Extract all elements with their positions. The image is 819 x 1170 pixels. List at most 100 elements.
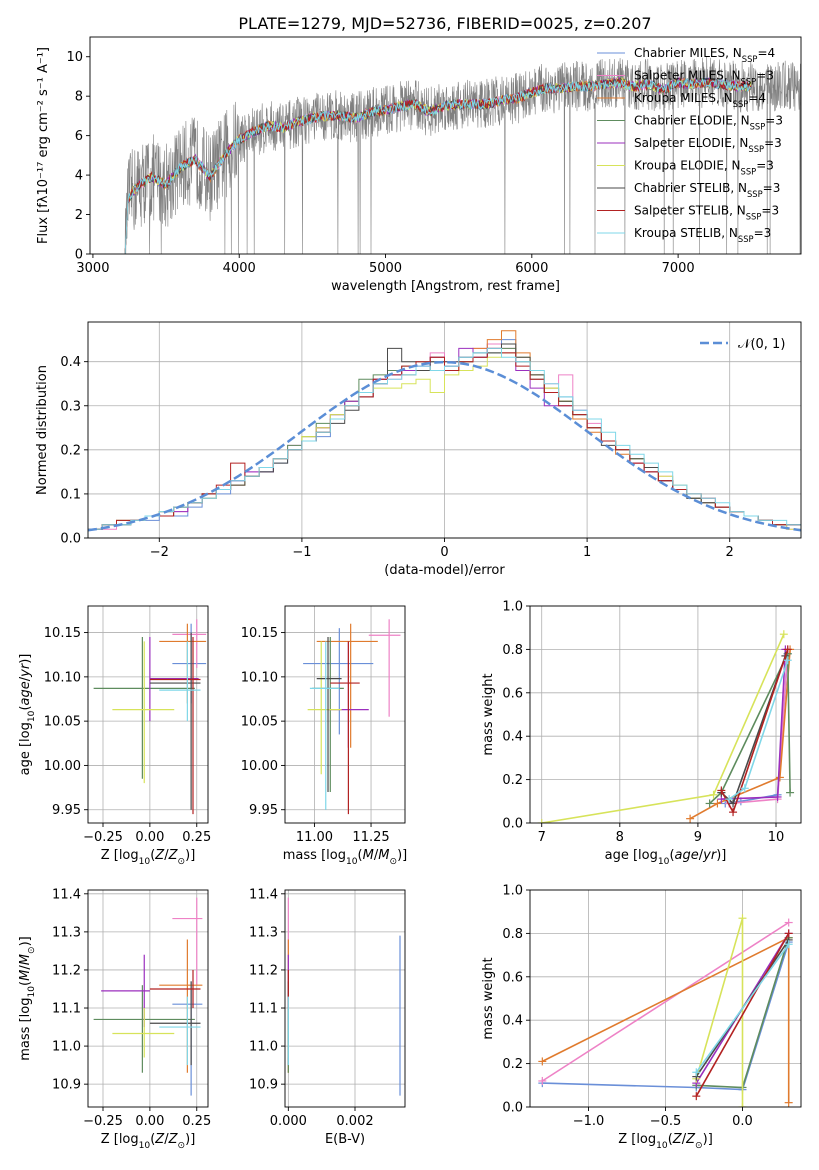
plus-marker	[783, 645, 792, 654]
plot-area-spectrum	[124, 56, 801, 254]
legend-label: Chabrier STELIB, NSSP=3	[634, 181, 780, 199]
x-tick-label: 0.0	[732, 1114, 753, 1129]
weight-line-0	[542, 941, 790, 1091]
y-tick-label: 10	[66, 50, 83, 65]
x-tick-label: 1	[583, 545, 591, 560]
x-tick-label: 11.00	[296, 830, 333, 845]
legend-label: Salpeter ELODIE, NSSP=3	[634, 136, 782, 154]
plus-marker	[738, 1103, 747, 1107]
y-tick-label: 6	[75, 129, 83, 144]
histogram-step-8	[88, 347, 801, 538]
x-tick-label: 11.25	[352, 830, 389, 845]
errorbar-point	[149, 632, 201, 810]
errorbar-point	[303, 628, 374, 735]
weight-line-8	[695, 943, 790, 1073]
y-tick-label: 11.1	[52, 1002, 81, 1017]
x-axis-label: Z [log10(Z/Z⊙)]	[618, 1132, 713, 1151]
y-tick-label: 11.1	[249, 1002, 278, 1017]
y-axis-label: Flux [fλ10⁻¹⁷ erg cm⁻² s⁻¹ A⁻¹]	[36, 47, 51, 244]
panel-weight_vs_age: 7 8 9 10 0.0 0.2 0.4 0.6 0.8 1.0 age [log10(age/yr…	[481, 600, 802, 867]
legend-label: Kroupa STELIB, NSSP=3	[634, 226, 771, 244]
y-tick-label: 11.4	[52, 887, 81, 902]
x-axis-label: wavelength [Angstrom, rest frame]	[331, 279, 560, 294]
plus-marker	[786, 788, 795, 797]
x-tick-label: −1.0	[573, 1114, 605, 1129]
x-axis-label: E(B-V)	[325, 1132, 365, 1147]
x-tick-label: 2	[726, 545, 734, 560]
grid-age_vs_mass	[285, 606, 405, 823]
errorbar-point	[330, 641, 360, 815]
x-tick-label: 3000	[76, 261, 109, 276]
axes-frame	[284, 605, 406, 824]
errorbar-point	[149, 981, 201, 1066]
x-tick-label: 4000	[223, 261, 256, 276]
x-tick-label: 8	[616, 830, 624, 845]
panel-weight_vs_Z: −1.0 −0.5 0.0 0.0 0.2 0.4 0.6 0.8 1.0 Z [log10(Z/…	[481, 884, 802, 1151]
grid-mass_vs_Z	[88, 890, 208, 1107]
panel-age_vs_mass: 11.00 11.25 9.95 10.00 10.05 10.10 10.15 mass […	[241, 605, 407, 867]
y-tick-label: 10.9	[52, 1078, 81, 1093]
y-tick-label: 10.00	[44, 759, 81, 774]
x-tick-label: 0.000	[270, 1114, 307, 1129]
x-tick-label: 10	[768, 830, 785, 845]
y-axis-label: Normed distribution	[35, 365, 50, 495]
y-tick-label: 11.2	[52, 963, 81, 978]
plus-marker	[692, 1068, 701, 1077]
plot-area-weight_vs_age	[537, 630, 795, 823]
plus-marker	[692, 1092, 701, 1101]
y-tick-label: 0.2	[60, 443, 81, 458]
plot-area-age_vs_mass	[303, 619, 401, 815]
legend-label: Salpeter MILES, NSSP=3	[634, 69, 774, 87]
y-tick-label: 0.0	[502, 817, 523, 832]
x-tick-label: 0.25	[182, 1114, 211, 1129]
observed-spectrum-line	[124, 56, 801, 254]
model-spectrum-line-7	[124, 77, 752, 254]
x-tick-label: 7000	[662, 261, 695, 276]
plus-marker	[725, 795, 734, 804]
x-tick-label: 0.00	[135, 830, 164, 845]
x-axis-label: Z [log10(Z/Z⊙)]	[101, 848, 196, 867]
y-tick-label: 0.8	[502, 927, 523, 942]
errorbar-point	[149, 969, 201, 1009]
plus-marker	[784, 1098, 793, 1107]
plot-area-weight_vs_Z	[538, 914, 793, 1107]
y-tick-label: 0.2	[502, 773, 523, 788]
y-tick-label: 10.05	[44, 715, 81, 730]
errorbar-point	[159, 641, 201, 722]
x-tick-label: 0.002	[336, 1114, 373, 1129]
panel-spectrum: 3000 4000 5000 6000 7000 0 2 4 6 8 10 wavelength [A…	[36, 36, 802, 294]
panel-age_vs_Z: −0.25 0.00 0.25 9.95 10.00 10.05 10.10 10.15 Z […	[18, 605, 211, 867]
grid-mass_vs_EBV	[285, 890, 405, 1107]
weight-line-1	[541, 921, 790, 1082]
axes-frame	[87, 889, 209, 1108]
y-tick-label: 0.0	[502, 1101, 523, 1116]
weight-line-7	[695, 933, 790, 1097]
x-axis-label: age [log10(age/yr)]	[605, 848, 727, 867]
y-tick-label: 11.0	[52, 1040, 81, 1055]
y-tick-label: 0.8	[502, 643, 523, 658]
y-tick-label: 0.6	[502, 970, 523, 985]
plus-marker	[784, 929, 793, 938]
y-tick-label: 8	[75, 90, 83, 105]
y-tick-label: 11.4	[249, 887, 278, 902]
y-tick-label: 10.00	[241, 759, 278, 774]
x-tick-label: 0.00	[135, 1114, 164, 1129]
y-axis-label: mass weight	[481, 673, 496, 755]
plus-marker	[709, 790, 718, 799]
plus-marker	[537, 819, 546, 823]
y-tick-label: 0.4	[502, 1014, 523, 1029]
errorbar-point	[112, 641, 175, 784]
y-tick-label: 0	[75, 248, 83, 263]
x-tick-label: −2	[150, 545, 169, 560]
y-tick-label: 1.0	[502, 884, 523, 899]
x-tick-label: −0.5	[650, 1114, 682, 1129]
y-tick-label: 9.95	[249, 803, 278, 818]
plus-marker	[686, 814, 695, 823]
y-tick-label: 11.2	[249, 963, 278, 978]
panel-mass_vs_EBV: 0.000 0.002 10.9 11.0 11.1 11.2 11.3 11.4 E(B-V)	[249, 887, 406, 1147]
y-tick-label: 10.10	[44, 670, 81, 685]
plot-area-mass_vs_EBV	[287, 897, 401, 1096]
